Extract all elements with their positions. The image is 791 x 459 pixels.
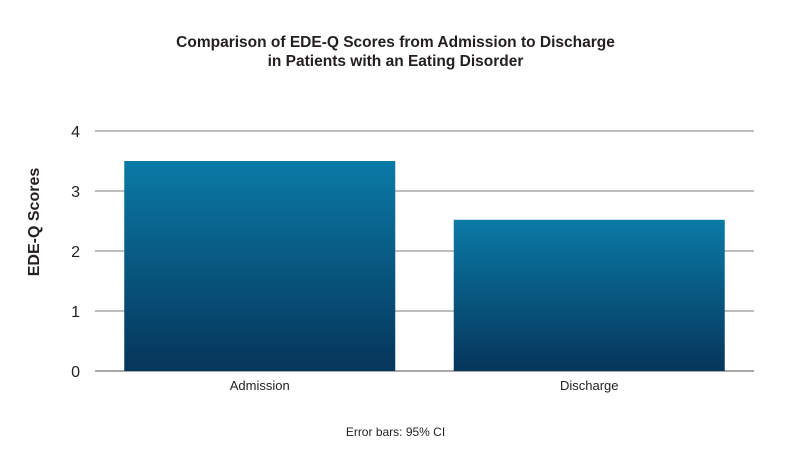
chart-title-line-1: Comparison of EDE-Q Scores from Admissio… [176,34,615,51]
chart-title: Comparison of EDE-Q Scores from Admissio… [0,33,791,71]
y-tick-label: 0 [71,364,80,381]
bar-discharge [453,219,725,371]
x-tick-label: Admission [230,378,290,393]
x-tick-labels: Admission Discharge [230,378,619,393]
y-tick-label: 2 [71,244,80,261]
bar-admission [124,161,396,371]
x-tick-label: Discharge [560,378,619,393]
chart-title-line-2: in Patients with an Eating Disorder [267,53,524,70]
y-tick-label: 1 [71,304,80,321]
error-bars-note: Error bars: 95% CI [345,425,446,439]
y-tick-label: 3 [71,184,80,201]
bars [124,161,725,371]
y-tick-labels: 0 1 2 3 4 [71,124,80,381]
y-tick-label: 4 [71,124,80,141]
